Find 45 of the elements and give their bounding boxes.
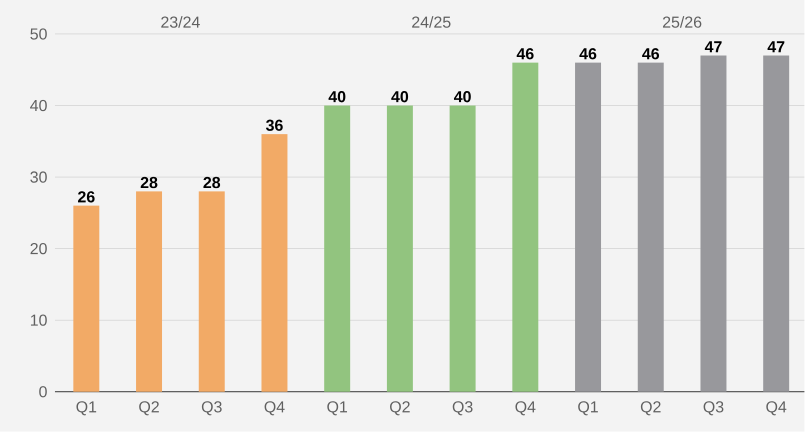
data-label: 47: [768, 41, 784, 52]
data-label: 40: [454, 91, 471, 102]
data-label: 40: [391, 91, 408, 102]
x-tick-label: Q1: [327, 401, 348, 416]
data-label: 46: [579, 48, 596, 60]
data-label: 28: [203, 177, 220, 188]
x-tick-label: Q3: [704, 401, 724, 416]
x-tick-label: Q3: [202, 401, 222, 416]
x-tick-label: Q2: [139, 401, 159, 416]
y-tick-label: 40: [30, 100, 47, 112]
x-tick-label: Q4: [515, 401, 536, 416]
x-tick-label: Q4: [766, 401, 786, 416]
y-tick-label: 30: [30, 172, 47, 183]
text: 24/25: [412, 16, 450, 28]
y-tick-label: 20: [30, 243, 47, 254]
bar: [700, 56, 726, 392]
y-tick-label: 50: [30, 28, 47, 40]
bar: [324, 106, 350, 392]
x-tick-label: Q1: [578, 401, 598, 416]
bar: [450, 106, 476, 392]
bar: [575, 62, 602, 392]
data-label: 46: [516, 48, 534, 60]
data-label: 47: [704, 41, 722, 52]
bar: [136, 192, 162, 392]
text: 23/24: [161, 16, 200, 28]
bar: [198, 192, 225, 392]
x-tick-label: Q2: [640, 401, 661, 416]
x-tick-label: Q4: [264, 401, 285, 416]
bar: [512, 62, 538, 392]
data-label: 28: [140, 177, 158, 188]
bar: [73, 206, 100, 392]
data-label: 26: [78, 191, 95, 203]
bar: [386, 106, 413, 392]
data-label: 40: [328, 91, 346, 102]
y-tick-label: 0: [39, 386, 47, 398]
bar: [638, 62, 664, 392]
text: 25/26: [662, 16, 702, 28]
x-tick-label: Q3: [452, 401, 473, 416]
x-tick-label: Q1: [76, 401, 96, 416]
bar: [261, 134, 288, 392]
data-label: 46: [642, 48, 660, 60]
bar: [763, 56, 790, 392]
x-tick-label: Q2: [390, 401, 410, 416]
data-label: 36: [266, 120, 283, 132]
y-tick-label: 10: [30, 314, 47, 326]
